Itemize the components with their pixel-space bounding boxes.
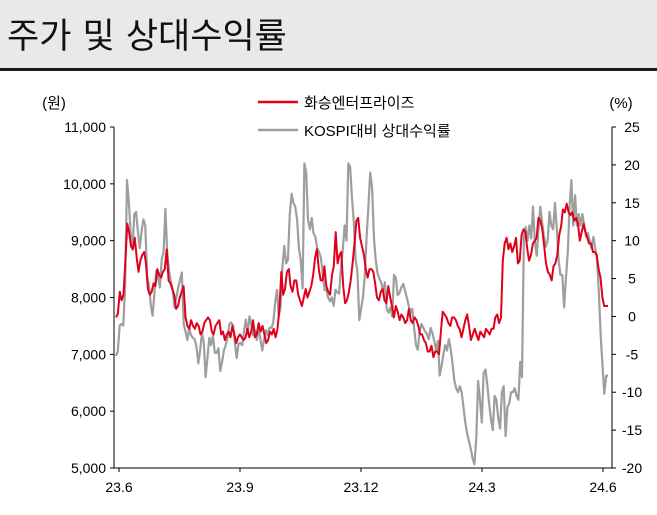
left-tick-label: 11,000 bbox=[64, 119, 106, 135]
left-tick-label: 8,000 bbox=[71, 290, 106, 306]
page-title: 주가 및 상대수익률 bbox=[7, 17, 287, 57]
title-underline bbox=[0, 68, 657, 71]
right-tick-label: 5 bbox=[628, 271, 636, 287]
x-tick-label: 23.12 bbox=[343, 479, 378, 495]
left-tick-label: 7,000 bbox=[71, 346, 106, 362]
right-tick-label: 25 bbox=[624, 119, 640, 135]
left-tick-label: 6,000 bbox=[71, 403, 106, 419]
price-line bbox=[115, 202, 608, 359]
left-axis-unit: (원) bbox=[42, 95, 66, 112]
legend-label-price: 화승엔터프라이즈 bbox=[304, 95, 415, 112]
right-axis-unit: (%) bbox=[609, 95, 632, 112]
x-tick-label: 23.9 bbox=[226, 479, 253, 495]
right-tick-label: 15 bbox=[624, 195, 640, 211]
relative-return-line bbox=[114, 162, 608, 466]
x-tick-label: 24.3 bbox=[468, 479, 495, 495]
title-bar: 주가 및 상대수익률 bbox=[0, 0, 657, 68]
right-tick-label: -10 bbox=[622, 384, 642, 400]
right-tick-label: 20 bbox=[624, 157, 640, 173]
x-tick-label: 23.6 bbox=[105, 479, 132, 495]
left-tick-label: 5,000 bbox=[71, 460, 106, 476]
right-tick-label: -5 bbox=[626, 346, 639, 362]
legend-label-relative: KOSPI대비 상대수익률 bbox=[304, 123, 451, 140]
right-tick-label: 0 bbox=[628, 308, 636, 324]
right-tick-label: -15 bbox=[622, 422, 642, 438]
left-tick-label: 10,000 bbox=[63, 176, 106, 192]
right-tick-label: -20 bbox=[622, 460, 642, 476]
x-tick-label: 24.6 bbox=[589, 479, 616, 495]
left-tick-label: 9,000 bbox=[71, 233, 106, 249]
right-tick-label: 10 bbox=[624, 233, 640, 249]
